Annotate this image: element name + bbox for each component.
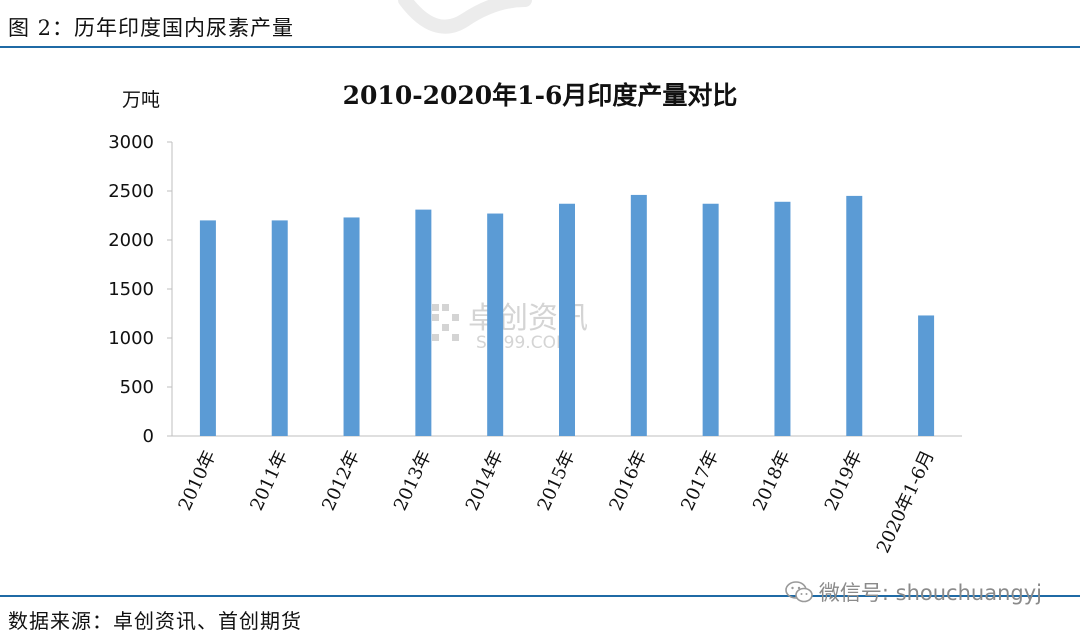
y-unit-label: 万吨	[122, 89, 160, 111]
x-tick-label: 2010年	[174, 447, 220, 514]
chart-title: 2010-2020年1-6月印度产量对比	[343, 81, 738, 110]
figure-title: 图 2：历年印度国内尿素产量	[8, 16, 295, 40]
wechat-id: 微信号: shouchuangyj	[818, 581, 1042, 605]
x-tick-label: 2014年	[462, 447, 508, 514]
x-tick-label: 2020年1-6月	[873, 447, 939, 556]
x-tick-labels: 2010年 2011年 2012年 2013年 2014年 2015年 2016年 2017年…	[174, 447, 938, 556]
x-tick-label: 2016年	[605, 447, 651, 514]
x-tick-label: 2019年	[821, 447, 867, 514]
bar	[415, 209, 432, 436]
bar	[846, 195, 863, 436]
x-tick-label: 2012年	[318, 447, 364, 514]
bar	[199, 220, 216, 436]
y-tick-label: 2000	[108, 230, 154, 251]
x-tick-label: 2018年	[749, 447, 795, 514]
x-tick-label: 2017年	[677, 447, 723, 514]
x-tick-label: 2015年	[534, 447, 580, 514]
bar	[702, 203, 719, 436]
y-tick-label: 0	[143, 426, 154, 447]
figure-header: 图 2：历年印度国内尿素产量	[0, 0, 1080, 48]
watermark-stroke	[398, 0, 532, 34]
y-tick-label: 2500	[108, 181, 154, 202]
x-tick-label: 2013年	[390, 447, 436, 514]
figure-footer: 数据来源：卓创资讯、首创期货	[0, 595, 1080, 641]
watermark-logo	[432, 304, 459, 341]
wechat-icon	[785, 581, 813, 603]
bar	[559, 203, 575, 436]
y-tick-label: 500	[120, 377, 154, 398]
y-tick-label: 1000	[108, 328, 154, 349]
source-note: 数据来源：卓创资讯、首创期货	[8, 609, 302, 633]
bars	[199, 194, 935, 436]
bar	[343, 217, 360, 436]
bar	[918, 315, 935, 436]
y-ticks: 0 500 1000 1500 2000 2500 3000	[108, 132, 172, 447]
bar	[630, 194, 647, 436]
bar	[487, 213, 504, 436]
x-tick-label: 2011年	[246, 447, 292, 514]
y-tick-label: 1500	[108, 279, 154, 300]
wechat-watermark: 微信号: shouchuangyj	[785, 577, 1042, 607]
bar	[271, 220, 288, 436]
bar	[774, 201, 791, 436]
y-tick-label: 3000	[108, 132, 154, 153]
bar-chart: 卓创资讯 SCI99.COM 2010-2020年1-6月印度产量对比 万吨 0…	[108, 81, 962, 557]
